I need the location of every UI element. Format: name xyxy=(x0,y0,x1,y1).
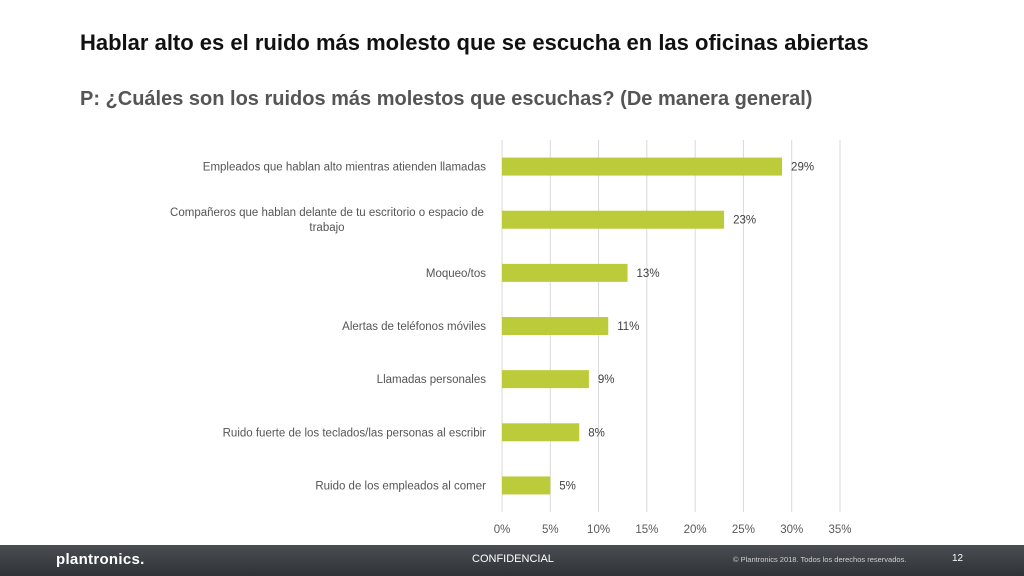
confidential-label: CONFIDENCIAL xyxy=(472,553,554,565)
x-tick-label: 0% xyxy=(494,524,511,536)
x-tick-label: 20% xyxy=(684,524,707,536)
bar xyxy=(502,210,725,229)
x-tick-label: 25% xyxy=(732,524,755,536)
data-label: 5% xyxy=(559,480,576,492)
bar xyxy=(502,476,551,495)
data-label: 9% xyxy=(598,374,615,386)
copyright-text: © Plantronics 2018. Todos los derechos r… xyxy=(733,555,907,564)
slide-subtitle: P: ¿Cuáles son los ruidos más molestos q… xyxy=(80,88,813,110)
category-label: Ruido fuerte de los teclados/las persona… xyxy=(223,427,487,439)
x-tick-label: 35% xyxy=(828,524,851,536)
data-label: 11% xyxy=(617,321,639,333)
data-label: 8% xyxy=(588,427,605,439)
category-label: Llamadas personales xyxy=(377,374,487,386)
bar xyxy=(502,317,609,335)
category-label: Empleados que hablan alto mientras atien… xyxy=(203,162,486,174)
data-label: 13% xyxy=(637,268,660,280)
category-label: Compañeros que hablan delante de tu escr… xyxy=(170,207,484,219)
data-label: 23% xyxy=(733,215,756,227)
bar xyxy=(502,370,589,389)
x-tick-label: 10% xyxy=(587,524,610,536)
data-label: 29% xyxy=(791,162,814,174)
footer-bar: plantronics. CONFIDENCIAL © Plantronics … xyxy=(0,545,1024,576)
x-tick-label: 5% xyxy=(542,524,559,536)
plantronics-logo: plantronics. xyxy=(56,551,145,568)
slide-title: Hablar alto es el ruido más molesto que … xyxy=(80,30,869,55)
bar-chart: 0% 5% 10% 15% 20% 25% 30% 35% Empleados que habl… xyxy=(170,140,852,536)
category-label: trabajo xyxy=(309,222,344,234)
category-label: Moqueo/tos xyxy=(426,268,486,280)
bar xyxy=(502,157,783,176)
bar xyxy=(502,263,628,282)
page-number: 12 xyxy=(952,553,964,564)
bar xyxy=(502,423,580,442)
x-tick-label: 15% xyxy=(635,524,658,536)
category-label: Ruido de los empleados al comer xyxy=(315,480,486,492)
x-tick-label: 30% xyxy=(780,524,803,536)
category-label: Alertas de teléfonos móviles xyxy=(342,321,486,333)
